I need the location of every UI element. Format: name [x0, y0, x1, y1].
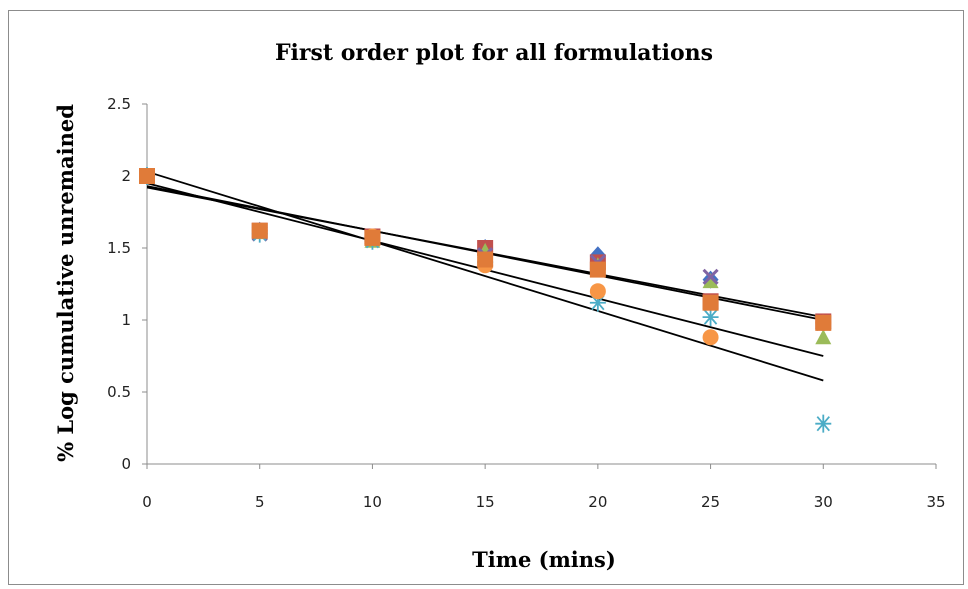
data-point [477, 251, 494, 268]
y-tick-label: 0 [121, 455, 131, 473]
x-tick-label: 15 [476, 493, 495, 511]
data-point [139, 168, 155, 184]
y-tick-label: 1.5 [107, 239, 131, 257]
x-tick-label: 30 [814, 493, 833, 511]
data-point [815, 314, 832, 331]
data-point [702, 273, 719, 289]
data-point [702, 329, 719, 346]
y-axis-title: % Log cumulative unremained [53, 104, 78, 462]
y-tick-label: 0.5 [107, 383, 131, 401]
x-tick-label: 25 [701, 493, 720, 511]
trendlines [146, 170, 824, 382]
x-tick-label: 35 [926, 493, 945, 511]
data-point [589, 261, 606, 278]
data-point [702, 308, 719, 327]
chart-frame [8, 10, 964, 585]
data-points [138, 167, 832, 433]
data-point [364, 229, 381, 246]
trendline [146, 170, 824, 382]
data-point [589, 283, 606, 300]
axes: 0 0.5 1 1.5 2 2.5 0 5 10 15 20 25 30 35 [107, 95, 945, 511]
data-point [251, 222, 268, 239]
x-tick-label: 0 [142, 493, 152, 511]
data-point [815, 329, 832, 345]
x-tick-label: 20 [588, 493, 607, 511]
data-point [589, 293, 606, 312]
y-tick-label: 1 [121, 311, 131, 329]
x-axis-title: Time (mins) [472, 547, 616, 572]
data-point [702, 294, 719, 311]
chart-title: First order plot for all formulations [275, 40, 713, 66]
y-tick-label: 2.5 [107, 95, 131, 113]
x-tick-label: 5 [255, 493, 265, 511]
data-point [815, 414, 832, 433]
data-point [702, 268, 719, 285]
x-tick-label: 10 [363, 493, 382, 511]
y-tick-label: 2 [121, 167, 131, 185]
